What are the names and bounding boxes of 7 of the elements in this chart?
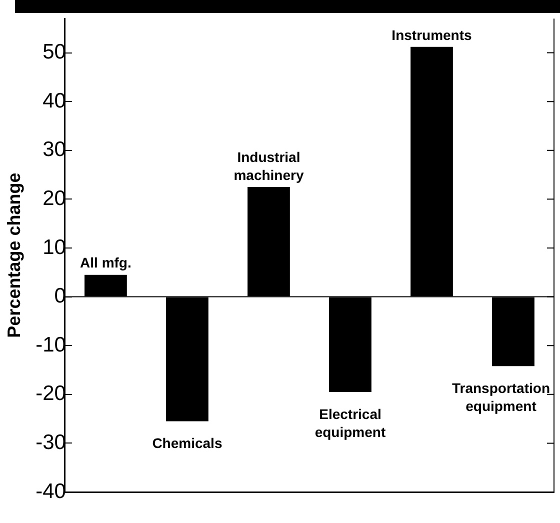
- x-tick-label: Chemicals: [152, 435, 222, 452]
- x-tick-label: Electrical equipment: [314, 406, 386, 440]
- x-tick-label: Transportation equipment: [452, 380, 550, 414]
- x-tick-label: Instruments: [392, 26, 472, 43]
- y-axis-title: Percentage change: [4, 172, 24, 338]
- x-tick-label: Industrial machinery: [234, 148, 304, 183]
- x-tick-label: All mfg.: [80, 254, 132, 271]
